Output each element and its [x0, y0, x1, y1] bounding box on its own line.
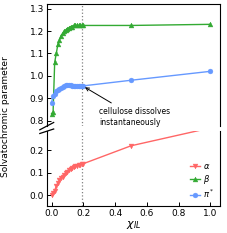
Text: cellulose dissolves
instantaneously: cellulose dissolves instantaneously — [85, 88, 170, 127]
X-axis label: $\chi_{IL}$: $\chi_{IL}$ — [125, 219, 140, 231]
Text: Solvatochromic parameter: Solvatochromic parameter — [1, 56, 10, 177]
Legend: $\alpha$, $\beta$, $\pi^*$: $\alpha$, $\beta$, $\pi^*$ — [188, 160, 215, 202]
